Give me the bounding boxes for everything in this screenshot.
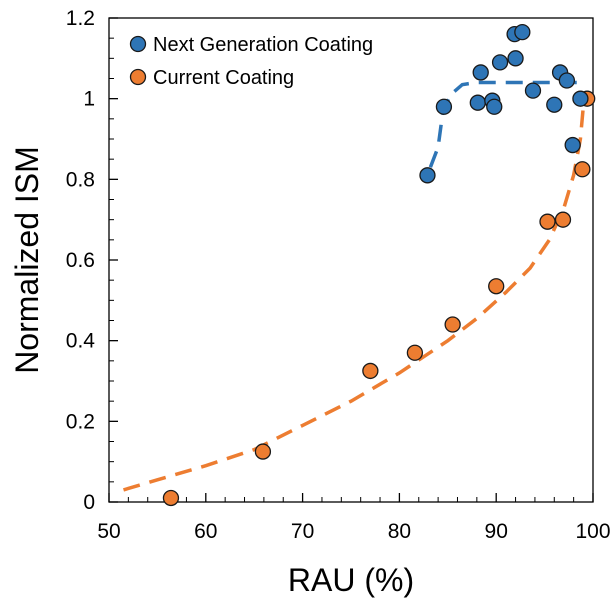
next-generation-point: [564, 136, 581, 154]
legend-label-current-coating: Current Coating: [153, 67, 294, 89]
axis-tick-labels: 50 60 70 80 90 100 0 0.2 0.4 0.6 0.8 1 1.2: [66, 7, 611, 543]
next-generation-point: [419, 167, 436, 184]
current-coating-trend-line: [123, 106, 586, 492]
legend-marker-current-coating: [129, 68, 147, 86]
next-generation-point: [514, 23, 531, 41]
next-generation-point: [486, 98, 503, 115]
current-coating-point: [362, 362, 379, 380]
y-tick-label: 0: [83, 491, 95, 514]
next-generation-point: [572, 90, 589, 107]
next-generation-trend-line: [428, 80, 578, 168]
next-generation-point: [472, 64, 489, 81]
next-generation-point: [507, 50, 524, 67]
axis-ticks: [108, 17, 594, 503]
x-tick-label: 50: [97, 520, 120, 543]
next-generation-point: [491, 54, 509, 71]
y-tick-label: 1: [83, 88, 95, 111]
y-tick-label: 0.4: [66, 330, 96, 353]
legend-marker-next-generation: [129, 35, 147, 53]
next-generation-point: [524, 82, 542, 99]
current-coating-point: [554, 211, 572, 228]
current-coating-point: [539, 213, 556, 230]
current-coating-point: [162, 489, 180, 507]
legend: Next Generation Coating Current Coating: [129, 34, 373, 89]
x-tick-label: 70: [291, 520, 314, 543]
current-coating-point: [488, 278, 505, 295]
current-coating-point: [444, 316, 461, 333]
next-generation-point: [435, 98, 453, 115]
x-tick-label: 80: [388, 520, 411, 543]
legend-label-next-generation: Next Generation Coating: [153, 34, 373, 56]
next-generation-point: [558, 72, 576, 89]
data-points: [162, 23, 596, 507]
plot-area: [108, 17, 594, 503]
x-axis-title: RAU (%): [288, 562, 414, 598]
next-generation-point: [469, 94, 486, 111]
current-coating-point: [574, 161, 591, 178]
next-generation-point: [546, 96, 563, 113]
y-tick-label: 0.2: [66, 410, 95, 433]
y-axis-title: Normalized ISM: [9, 146, 45, 374]
x-tick-label: 60: [194, 520, 217, 543]
y-tick-label: 0.6: [66, 249, 95, 272]
x-tick-label: 90: [485, 520, 508, 543]
x-tick-label: 100: [575, 520, 610, 543]
current-coating-point: [406, 344, 424, 361]
y-tick-label: 1.2: [66, 7, 95, 30]
current-coating-point: [254, 443, 272, 460]
y-tick-label: 0.8: [66, 168, 95, 191]
trend-lines: [123, 80, 586, 492]
